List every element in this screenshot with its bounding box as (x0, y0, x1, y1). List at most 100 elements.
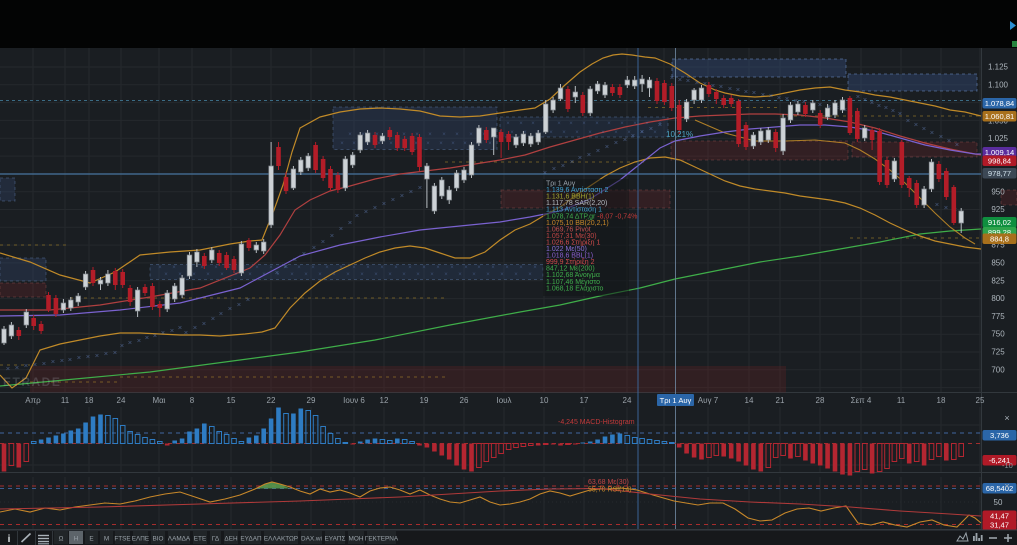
svg-text:ΕΛΛΑΚΤΩΡ: ΕΛΛΑΚΤΩΡ (264, 536, 298, 543)
svg-text:×: × (220, 272, 224, 278)
svg-text:DAX.wi: DAX.wi (301, 536, 322, 543)
svg-text:×: × (415, 132, 419, 138)
svg-text:×: × (531, 121, 535, 127)
svg-text:17: 17 (580, 396, 589, 405)
svg-text:×: × (455, 132, 459, 138)
svg-text:×: × (178, 272, 182, 278)
svg-text:×: × (192, 272, 196, 278)
svg-text:×: × (1004, 481, 1009, 491)
svg-text:ΛΑΜΔΑ: ΛΑΜΔΑ (168, 536, 191, 543)
svg-text:×: × (906, 116, 910, 125)
svg-text:1.060,81: 1.060,81 (985, 112, 1015, 121)
svg-text:×: × (500, 272, 504, 278)
svg-text:18: 18 (85, 396, 94, 405)
svg-text:×: × (302, 249, 306, 258)
svg-text:×: × (605, 142, 609, 151)
svg-text:×: × (428, 132, 432, 138)
svg-text:×: × (464, 265, 468, 271)
svg-text:×: × (366, 265, 370, 271)
svg-text:-4,245 MACD-Histogram: -4,245 MACD-Histogram (558, 419, 635, 426)
svg-text:21: 21 (776, 396, 785, 405)
svg-text:×: × (794, 96, 798, 105)
svg-text:×: × (352, 265, 356, 271)
svg-text:50: 50 (994, 498, 1003, 507)
svg-text:×: × (477, 265, 481, 271)
svg-text:999,9 Στήριξη 2: 999,9 Στήριξη 2 (546, 259, 595, 266)
svg-text:1.018,6 BBL(1): 1.018,6 BBL(1) (546, 253, 593, 260)
svg-text:1.131,6 ΒΒΗ(1): 1.131,6 ΒΒΗ(1) (546, 194, 594, 201)
svg-text:×: × (891, 106, 895, 115)
svg-text:×: × (486, 272, 490, 278)
svg-text:×: × (588, 130, 592, 136)
svg-text:×: × (391, 195, 395, 204)
svg-text:×: × (388, 272, 392, 278)
svg-text:×: × (877, 101, 881, 110)
svg-text:ΕΥΑΠΣ: ΕΥΑΠΣ (325, 536, 346, 543)
svg-text:×: × (219, 309, 223, 318)
svg-text:11: 11 (897, 396, 906, 405)
svg-text:×: × (380, 265, 384, 271)
svg-text:×: × (955, 140, 959, 149)
svg-text:×: × (744, 87, 748, 96)
svg-text:ΔΕΗ: ΔΕΗ (224, 536, 238, 543)
svg-text:×: × (653, 130, 657, 136)
svg-text:×: × (601, 130, 605, 136)
svg-text:1.068,18 Ελάχιστο: 1.068,18 Ελάχιστο (546, 284, 604, 292)
svg-text:899,28: 899,28 (988, 228, 1011, 237)
svg-text:×: × (374, 272, 378, 278)
svg-text:×: × (361, 132, 365, 138)
svg-text:×: × (161, 328, 165, 337)
svg-text:×: × (711, 81, 715, 90)
svg-text:1.113 Αντίσταση 1: 1.113 Αντίσταση 1 (546, 206, 602, 214)
svg-text:×: × (128, 338, 132, 347)
svg-text:×: × (614, 130, 618, 136)
svg-text:×: × (442, 132, 446, 138)
svg-text:×: × (325, 265, 329, 271)
svg-text:×: × (523, 130, 527, 136)
svg-text:×: × (436, 265, 440, 271)
svg-text:1.075,10 BB(20,2,1): 1.075,10 BB(20,2,1) (546, 220, 609, 227)
svg-text:×: × (640, 130, 644, 136)
svg-text:×: × (1004, 413, 1009, 423)
svg-text:×: × (587, 150, 591, 159)
svg-text:×: × (922, 124, 926, 133)
svg-text:×: × (777, 93, 781, 102)
svg-text:×: × (686, 76, 690, 85)
svg-text:×: × (818, 100, 822, 109)
svg-text:×: × (200, 265, 204, 271)
svg-text:725: 725 (991, 348, 1005, 357)
svg-text:Μαι: Μαι (152, 396, 165, 405)
svg-text:×: × (752, 88, 756, 97)
svg-text:10,21%: 10,21% (666, 130, 693, 139)
svg-text:×: × (627, 130, 631, 136)
svg-text:×: × (719, 82, 723, 91)
svg-text:14: 14 (745, 396, 754, 405)
svg-text:×: × (339, 265, 343, 271)
svg-text:×: × (355, 211, 359, 220)
svg-text:×: × (430, 272, 434, 278)
svg-text:×: × (620, 121, 624, 127)
svg-text:×: × (352, 141, 356, 147)
svg-text:×: × (332, 272, 336, 278)
svg-text:×: × (248, 272, 252, 278)
svg-text:-6,241: -6,241 (989, 456, 1011, 465)
svg-text:×: × (228, 304, 232, 313)
svg-text:×: × (246, 295, 250, 304)
svg-text:Ιουν 6: Ιουν 6 (343, 396, 365, 405)
svg-text:998,84: 998,84 (988, 157, 1011, 166)
svg-text:ΕΥΔΑΠ: ΕΥΔΑΠ (240, 536, 262, 543)
svg-text:×: × (24, 361, 28, 370)
svg-text:850: 850 (991, 259, 1005, 268)
svg-text:×: × (360, 272, 364, 278)
svg-text:×: × (364, 207, 368, 216)
svg-text:55,70 RSI(14): 55,70 RSI(14) (588, 487, 632, 494)
svg-text:×: × (321, 237, 325, 246)
svg-text:1.117,78 SAR(2,20): 1.117,78 SAR(2,20) (546, 200, 607, 207)
svg-text:×: × (377, 141, 381, 147)
svg-text:×: × (293, 255, 297, 264)
svg-text:Σεπ 4: Σεπ 4 (851, 396, 872, 405)
svg-text:×: × (202, 319, 206, 328)
svg-text:×: × (930, 128, 934, 137)
svg-text:×: × (488, 141, 492, 147)
svg-text:1.026,6 Στήριξη 1: 1.026,6 Στήριξη 1 (546, 240, 600, 247)
